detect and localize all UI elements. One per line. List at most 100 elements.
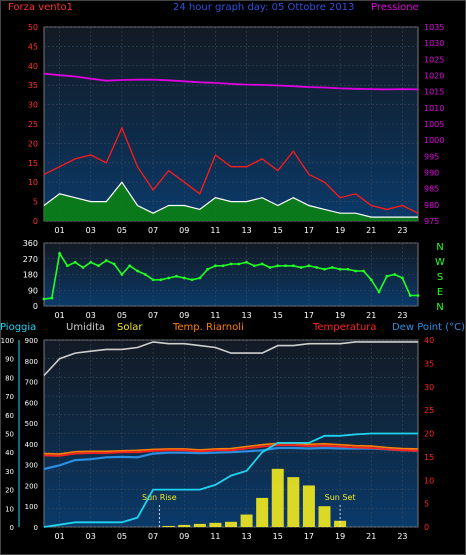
compass-label: S	[437, 272, 443, 283]
panel3-legend: Pioggia Umidita Solar Temp. Riarnoli Tem…	[0, 322, 465, 333]
y-right-tick-label: 1010	[424, 104, 444, 113]
compass-label: E	[437, 287, 443, 298]
x-tick-label: 17	[304, 226, 314, 235]
wind-direction-point	[159, 278, 163, 282]
y-outer-tick-label: 10	[5, 505, 14, 513]
x-tick-label: 19	[335, 226, 345, 235]
wind-direction-point	[307, 264, 311, 268]
legend-temperatura: Temperatura	[312, 322, 377, 333]
x-tick-label: 21	[366, 311, 376, 320]
wind-direction-point	[58, 252, 61, 255]
wind-direction-point	[151, 278, 155, 282]
x-tick-label: 21	[366, 532, 376, 541]
legend-pioggia: Pioggia	[0, 322, 36, 333]
x-tick-label: 19	[335, 311, 345, 320]
y-left-tick-label: 30	[28, 101, 38, 110]
y-outer-tick-label: 50	[5, 431, 14, 439]
pressure-line	[43, 72, 419, 91]
x-tick-label: 05	[117, 226, 127, 235]
wind-direction-point	[42, 297, 46, 301]
wind-gust-line	[43, 126, 419, 214]
y-left-tick-label: 40	[28, 62, 38, 71]
x-tick-label: 03	[86, 226, 96, 235]
y-right-tick-label: 1035	[424, 23, 444, 32]
wind-direction-point	[97, 264, 100, 268]
x-tick-label: 07	[148, 532, 158, 541]
sun-marker-label: Sun Set	[325, 493, 356, 502]
legend-solar: Solar	[117, 322, 143, 333]
wind-direction-point	[393, 273, 397, 276]
wind-direction-point	[385, 274, 389, 278]
y-left-tick-label: 50	[28, 23, 38, 32]
y-outer-tick-label: 70	[5, 393, 14, 401]
y-right-tick-label: 35	[424, 359, 434, 368]
y-right-tick-label: 15	[424, 453, 434, 462]
y-tick-label: 270	[23, 255, 38, 264]
x-tick-label: 11	[210, 532, 220, 541]
y-inner-tick-label: 600	[25, 399, 38, 407]
y-right-tick-label: 25	[424, 406, 434, 415]
wind-direction-point	[346, 267, 350, 271]
wind-direction-point	[81, 266, 85, 269]
solar-bar	[225, 521, 237, 527]
y-right-tick-label: 990	[424, 169, 439, 178]
x-tick-label: 13	[241, 532, 251, 541]
wind-direction-point	[260, 262, 264, 266]
y-inner-tick-label: 0	[34, 524, 38, 532]
wind-direction-point	[182, 276, 186, 280]
y-right-tick-label: 30	[424, 383, 434, 392]
wind-direction-point	[330, 266, 334, 269]
wind-direction-point	[198, 276, 202, 280]
solar-bar	[271, 468, 284, 527]
y-left-tick-label: 25	[28, 120, 38, 129]
wind-direction-point	[50, 296, 54, 300]
wind-direction-point	[136, 269, 139, 273]
y-left-tick-label: 0	[33, 217, 38, 226]
y-right-tick-label: 0	[424, 523, 429, 532]
x-tick-label: 19	[335, 532, 345, 541]
y-outer-tick-label: 40	[5, 449, 14, 457]
wind-direction-point	[89, 260, 93, 264]
y-outer-tick-label: 90	[5, 356, 14, 364]
panel2-plot-area	[43, 242, 419, 307]
x-tick-label: 17	[304, 532, 314, 541]
y-outer-tick-label: 30	[5, 468, 14, 476]
x-tick-label: 11	[210, 311, 220, 320]
header-left: Forza vento1	[8, 2, 73, 13]
solar-bar	[287, 477, 300, 527]
y-outer-tick-label: 100	[1, 337, 14, 345]
y-left-tick-label: 20	[28, 139, 38, 148]
wind-direction-point	[268, 266, 272, 269]
wind-direction-point	[221, 264, 225, 268]
apparent-temp-line	[43, 442, 419, 455]
y-right-tick-label: 985	[424, 185, 439, 194]
header-title: 24 hour graph day: 05 Ottobre 2013	[173, 2, 354, 13]
y-outer-tick-label: 80	[5, 374, 14, 382]
solar-bar	[240, 514, 253, 527]
solar-bar	[302, 485, 315, 527]
wind-direction-point	[338, 267, 342, 271]
x-tick-label: 07	[148, 311, 158, 320]
solar-bar	[193, 523, 206, 527]
y-outer-tick-label: 20	[5, 487, 14, 495]
x-tick-label: 21	[366, 226, 376, 235]
y-right-tick-label: 1015	[424, 88, 444, 97]
wind-direction-point	[65, 264, 69, 268]
y-right-tick-label: 1000	[424, 136, 444, 145]
panel1-plot-area	[43, 26, 419, 222]
wind-direction-point	[284, 264, 287, 268]
wind-direction-point	[252, 264, 256, 268]
legend-temp-riarnoli: Temp. Riarnoli	[172, 322, 244, 333]
panel-temp-humidity: 0102030405060708090100010020030040050060…	[1, 336, 435, 541]
temperature-line	[43, 444, 419, 457]
x-tick-label: 13	[241, 311, 251, 320]
wind-direction-point	[315, 266, 319, 269]
y-right-tick-label: 975	[424, 217, 439, 226]
x-tick-label: 17	[304, 311, 314, 320]
y-left-tick-label: 10	[28, 178, 38, 187]
wind-direction-point	[377, 290, 381, 294]
wind-direction-point	[416, 294, 420, 297]
wind-direction-point	[206, 267, 210, 271]
x-tick-label: 23	[397, 532, 407, 541]
